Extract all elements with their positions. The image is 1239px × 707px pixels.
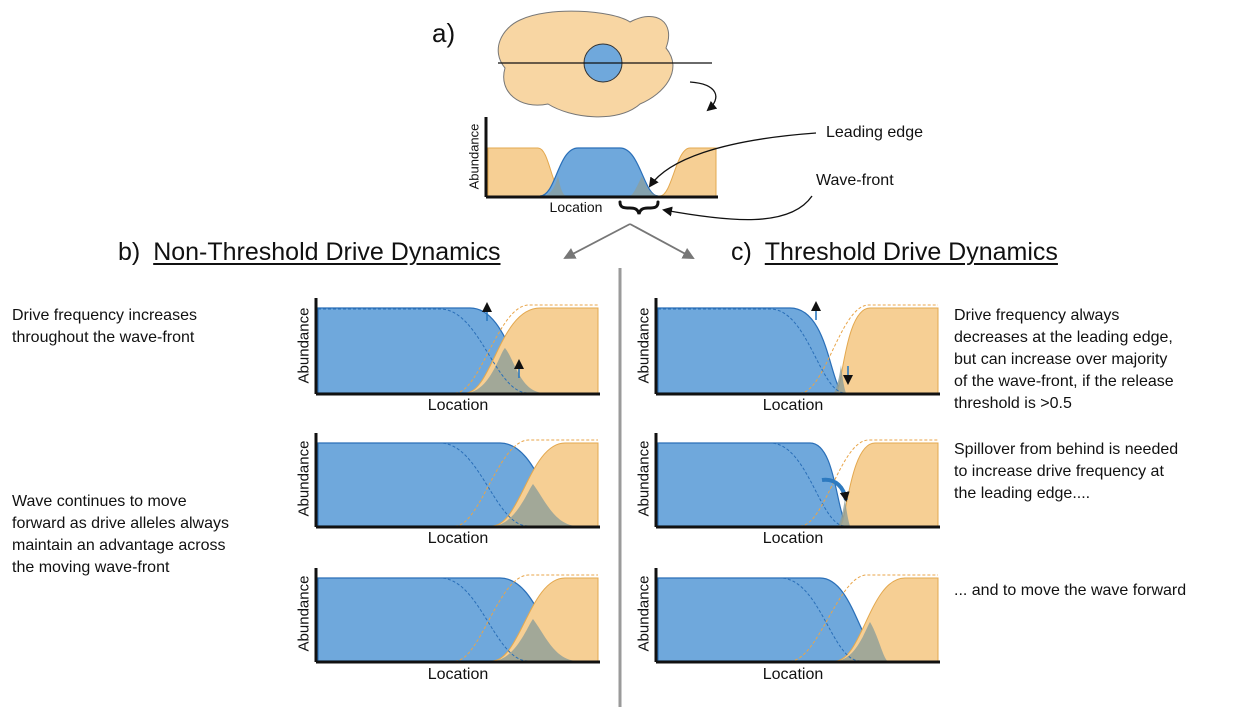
panel-a-label: a): [432, 18, 456, 48]
wave-front-brace: [618, 200, 660, 215]
wild-type-area: [491, 442, 599, 527]
panel-b-letter: b): [118, 238, 141, 266]
leading-edge-arrow: [648, 132, 817, 188]
panel-c-heading: c) Threshold Drive Dynamics: [731, 238, 1058, 267]
wild-type-previous-line: [454, 439, 598, 527]
panel-c-plot-1-y-label: Abundance: [635, 307, 653, 384]
panel-a-y-axis-label: Abundance: [466, 123, 482, 190]
split-arrow-left: [563, 223, 631, 259]
overlap-area: [835, 622, 888, 661]
panel-c-description-1: Drive frequency always decreases at the …: [954, 307, 1174, 412]
drive-area: [657, 442, 851, 527]
panel-b-title: Non-Threshold Drive Dynamics: [153, 238, 501, 266]
overlap-right: [630, 176, 658, 196]
wild-type-area: [834, 577, 939, 662]
overlap-area: [492, 619, 578, 661]
schematic-profile-plot: [484, 117, 718, 215]
panel-c-description-2: Spillover from behind is needed to incre…: [954, 441, 1179, 502]
panel-b-plot-3: [314, 568, 600, 664]
panel-c-plot-1: [654, 298, 940, 396]
spillover-arrow: [821, 477, 850, 502]
panel-c-plot-3-y-label: Abundance: [635, 575, 653, 652]
drive-previous-line: [318, 577, 529, 662]
wild-type-previous-line: [454, 574, 598, 662]
wild-type-area: [839, 442, 939, 527]
overlap-area: [465, 348, 545, 393]
panel-c-plot-3: [654, 568, 940, 664]
drive-previous-line: [658, 308, 846, 394]
panel-b-plot-2-y-label: Abundance: [295, 440, 313, 517]
wave-front-label: Wave-front: [816, 172, 894, 189]
wild-type-previous-line: [799, 439, 938, 527]
panel-c-letter: c): [731, 238, 752, 266]
drive-previous-line: [658, 442, 846, 527]
cell-to-profile-arrow: [689, 81, 718, 112]
panel-a-x-axis-label: Location: [549, 199, 603, 215]
panel-b-plot-1-y-label: Abundance: [295, 307, 313, 384]
panel-a-schematic: [484, 10, 817, 259]
panel-c-plot-2-x-label: Location: [762, 530, 824, 547]
panel-b-heading: b) Non-Threshold Drive Dynamics: [118, 238, 501, 267]
drive-bump-area: [539, 147, 659, 197]
panel-b-plot-3-y-label: Abundance: [295, 575, 313, 652]
panel-c-plot-2: [654, 433, 940, 529]
panel-c-title: Threshold Drive Dynamics: [764, 238, 1058, 266]
panel-b-plot-1: [314, 298, 600, 396]
wave-front-arrow: [662, 195, 813, 221]
panel-b-description-2: Wave continues to move forward as drive …: [12, 493, 229, 576]
drive-previous-line: [318, 308, 529, 394]
panel-c-plot-3-x-label: Location: [762, 666, 824, 683]
overlap-area: [492, 484, 578, 526]
panel-b-description-1: Drive frequency increases throughout the…: [12, 307, 197, 346]
split-arrow-right: [629, 223, 695, 259]
panel-c-plot-1-x-label: Location: [762, 397, 824, 414]
panel-b-plot-3-x-label: Location: [427, 666, 489, 683]
panel-c-plot-2-y-label: Abundance: [635, 440, 653, 517]
panel-b-plot-1-x-label: Location: [427, 397, 489, 414]
drive-previous-line: [318, 442, 529, 527]
leading-edge-label: Leading edge: [826, 124, 923, 141]
drive-previous-line: [658, 577, 861, 662]
wild-type-previous-line: [799, 304, 938, 394]
wild-type-area: [491, 577, 599, 662]
overlap-area: [838, 498, 850, 526]
wild-type-right-area: [659, 147, 717, 197]
overlap-area: [834, 365, 846, 393]
wild-type-previous-line: [454, 304, 598, 394]
panel-b-plot-2-x-label: Location: [427, 530, 489, 547]
panel-b-plot-2: [314, 433, 600, 529]
wild-type-area: [835, 307, 939, 394]
panel-c-description-3: ... and to move the wave forward: [954, 582, 1187, 599]
wild-type-previous-line: [789, 574, 938, 662]
overlap-left: [544, 176, 566, 196]
